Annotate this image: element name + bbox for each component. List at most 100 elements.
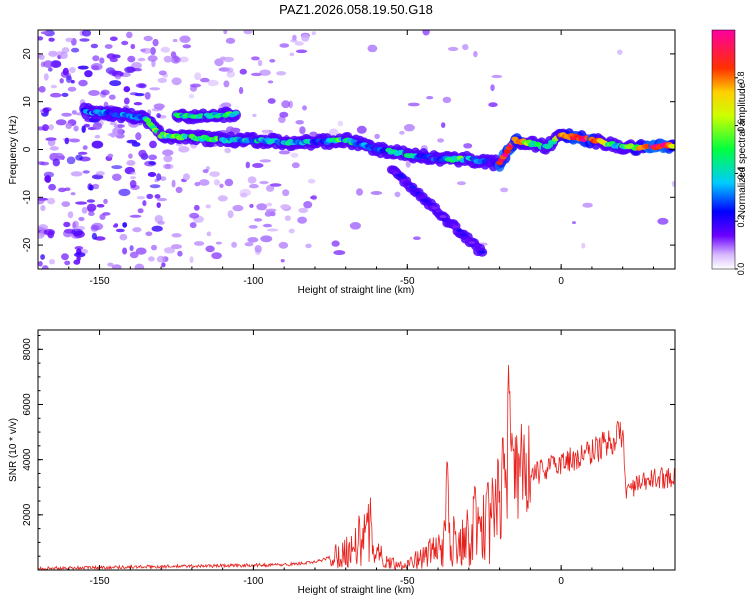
- noise-blob: [149, 87, 161, 91]
- noise-blob: [213, 179, 220, 186]
- noise-blob: [115, 75, 121, 80]
- noise-blob: [95, 171, 105, 176]
- noise-blob: [163, 55, 173, 63]
- noise-blob: [170, 56, 181, 64]
- noise-blob: [171, 233, 182, 238]
- noise-blob: [111, 264, 122, 269]
- noise-blob: [160, 46, 170, 53]
- noise-blob: [303, 201, 313, 209]
- noise-blob: [248, 225, 258, 229]
- noise-blob: [70, 171, 83, 177]
- noise-blob: [145, 231, 153, 237]
- noise-blob: [171, 244, 182, 250]
- noise-blob: [294, 41, 304, 46]
- noise-blob: [72, 221, 77, 230]
- noise-blob: [295, 49, 308, 54]
- noise-blob: [225, 67, 234, 73]
- noise-blob: [104, 44, 113, 49]
- noise-blob: [183, 173, 190, 181]
- noise-blob: [209, 171, 221, 178]
- noise-blob: [307, 178, 316, 184]
- noise-blob: [123, 97, 130, 105]
- noise-blob: [65, 75, 72, 83]
- noise-blob: [111, 165, 123, 170]
- noise-blob: [74, 246, 84, 250]
- noise-blob: [288, 228, 295, 234]
- noise-blob: [231, 241, 238, 248]
- noise-blob: [447, 46, 459, 52]
- noise-blob: [109, 80, 122, 87]
- noise-blob: [92, 183, 100, 190]
- noise-blob: [331, 240, 340, 247]
- noise-blob: [99, 213, 106, 220]
- noise-blob: [219, 183, 224, 188]
- noise-blob: [305, 243, 312, 249]
- trace-core: [404, 182, 412, 186]
- noise-blob: [370, 191, 383, 195]
- noise-blob: [244, 242, 254, 247]
- noise-blob: [259, 159, 272, 163]
- noise-blob: [82, 170, 90, 174]
- noise-blob: [223, 80, 230, 88]
- x-tick-label: -100: [243, 576, 263, 587]
- noise-blob: [189, 212, 200, 219]
- noise-blob: [280, 204, 290, 210]
- noise-blob: [462, 44, 469, 51]
- noise-blob: [119, 233, 128, 241]
- noise-blob: [40, 254, 45, 260]
- trace-core: [402, 180, 410, 183]
- noise-blob: [279, 43, 290, 48]
- noise-blob: [156, 255, 166, 263]
- noise-blob: [138, 83, 147, 89]
- noise-blob: [367, 44, 378, 53]
- noise-blob: [178, 146, 190, 153]
- noise-blob: [154, 215, 163, 223]
- noise-blob: [179, 56, 189, 63]
- noise-blob: [41, 265, 49, 269]
- noise-blob: [441, 122, 446, 128]
- noise-blob: [65, 122, 72, 129]
- noise-blob: [214, 58, 224, 67]
- noise-blob: [92, 125, 99, 129]
- noise-blob: [107, 132, 119, 137]
- noise-blob: [152, 38, 159, 47]
- noise-blob: [249, 184, 259, 189]
- noise-blob: [94, 236, 106, 241]
- noise-blob: [61, 47, 70, 54]
- noise-blob: [135, 132, 142, 141]
- noise-blob: [399, 130, 405, 135]
- noise-blob: [289, 52, 295, 57]
- noise-blob: [267, 80, 274, 84]
- noise-blob: [223, 30, 228, 35]
- noise-blob: [90, 43, 99, 49]
- noise-blob: [90, 224, 99, 232]
- noise-blob: [243, 30, 253, 35]
- noise-blob: [71, 47, 80, 53]
- noise-blob: [333, 250, 346, 256]
- noise-blob: [149, 140, 157, 149]
- noise-blob: [278, 241, 289, 249]
- noise-blob: [156, 113, 161, 119]
- noise-blob: [47, 139, 56, 147]
- noise-blob: [107, 262, 114, 267]
- noise-blob: [292, 34, 297, 41]
- noise-blob: [38, 224, 49, 231]
- noise-blob: [88, 211, 95, 216]
- noise-blob: [63, 221, 71, 228]
- noise-blob: [276, 71, 287, 76]
- noise-blob: [490, 84, 495, 92]
- colorbar-tick-label: 0.2: [736, 215, 746, 228]
- noise-blob: [130, 43, 136, 50]
- noise-blob: [48, 50, 58, 57]
- noise-blob: [238, 86, 244, 95]
- noise-blob: [126, 31, 133, 39]
- spectrogram-y-axis: -20 -10 0 10 20: [22, 48, 675, 252]
- noise-blob: [189, 256, 194, 263]
- noise-blob: [403, 124, 415, 132]
- noise-blob: [65, 37, 74, 43]
- noise-blob: [206, 231, 212, 237]
- noise-blob: [129, 92, 139, 96]
- noise-blob: [297, 216, 307, 224]
- noise-blob: [232, 204, 244, 212]
- noise-blob: [262, 223, 273, 228]
